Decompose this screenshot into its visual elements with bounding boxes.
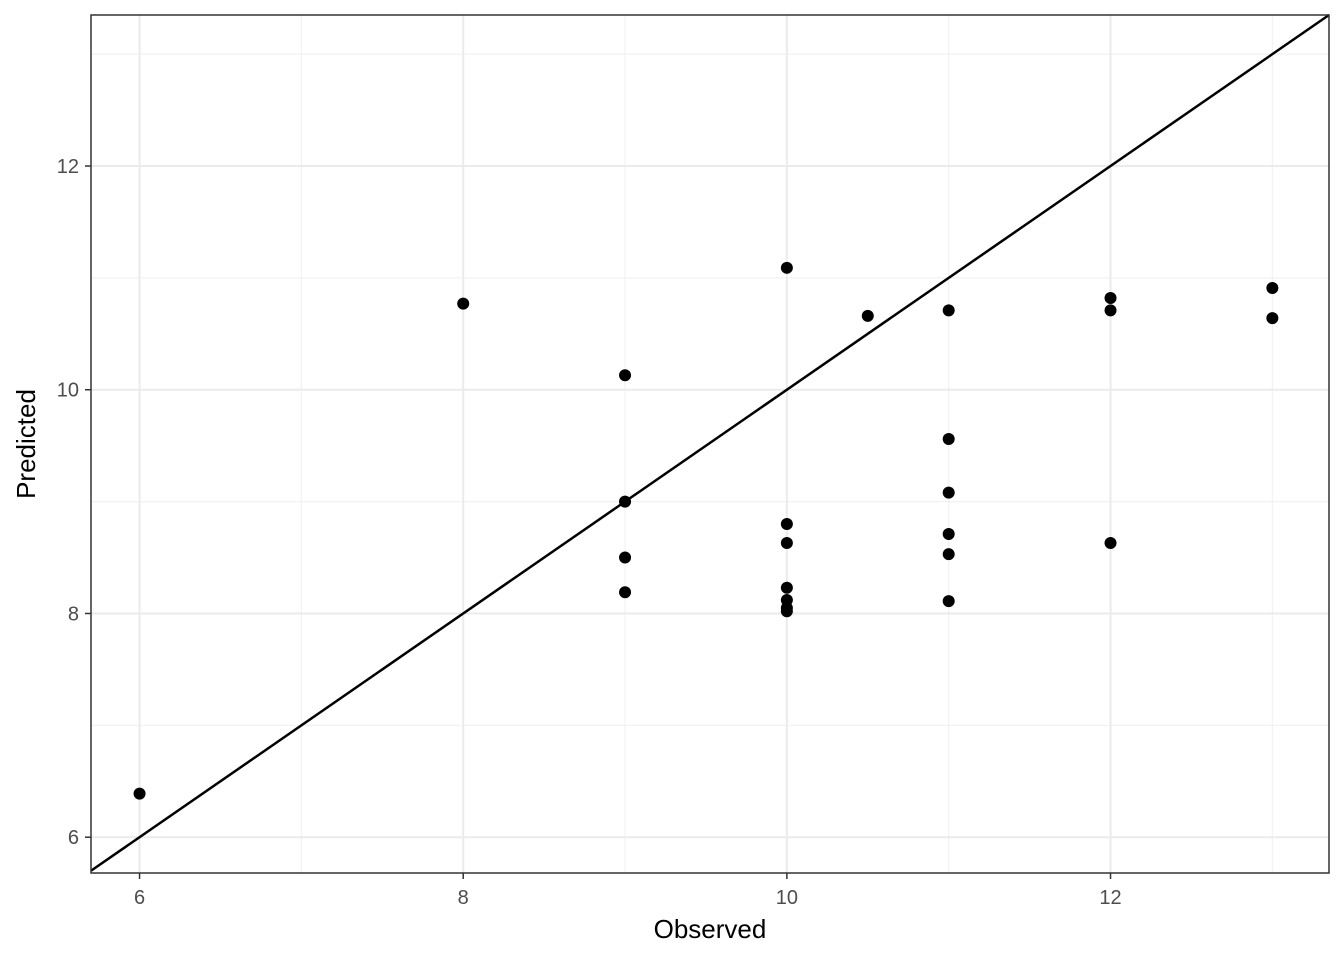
scatter-point [1266,281,1279,294]
data-points [133,261,1279,800]
scatter-point [780,261,793,274]
identity-reference-line [90,13,1330,872]
x-tick-label: 8 [458,887,469,909]
scatter-point [780,517,793,530]
y-tick-label: 12 [57,156,79,178]
scatter-point [1104,292,1117,305]
x-tick-label: 10 [776,887,798,909]
scatter-point [942,432,955,445]
y-tick-label: 8 [68,603,79,625]
x-tick-label: 12 [1099,887,1121,909]
panel-border [90,14,1330,874]
scatter-point [942,528,955,541]
scatter-point [780,605,793,618]
scatter-point [942,595,955,608]
x-tick-label: 6 [134,887,145,909]
scatter-point [780,581,793,594]
scatter-point [942,304,955,317]
y-axis-ticks: 6 8 10 12 [57,156,91,849]
y-axis-title: Predicted [11,389,41,499]
x-axis-ticks: 6 8 10 12 [134,873,1122,909]
scatter-point [1104,537,1117,549]
scatter-point [1266,312,1279,325]
x-axis-title: Observed [654,914,767,944]
scatter-point [619,495,632,508]
scatter-point [457,297,470,310]
scatter-point [619,551,632,564]
scatter-point [942,548,955,561]
scatter-point [942,486,955,499]
reference-line-layer [90,13,1330,872]
scatter-point [1104,304,1117,317]
scatter-point [619,369,632,382]
scatter-point [133,787,146,800]
y-tick-label: 6 [68,827,79,849]
scatter-point [861,309,874,322]
y-tick-label: 10 [57,380,79,402]
scatter-point [780,537,793,549]
scatter-point [619,586,632,599]
major-gridlines [91,15,1329,873]
